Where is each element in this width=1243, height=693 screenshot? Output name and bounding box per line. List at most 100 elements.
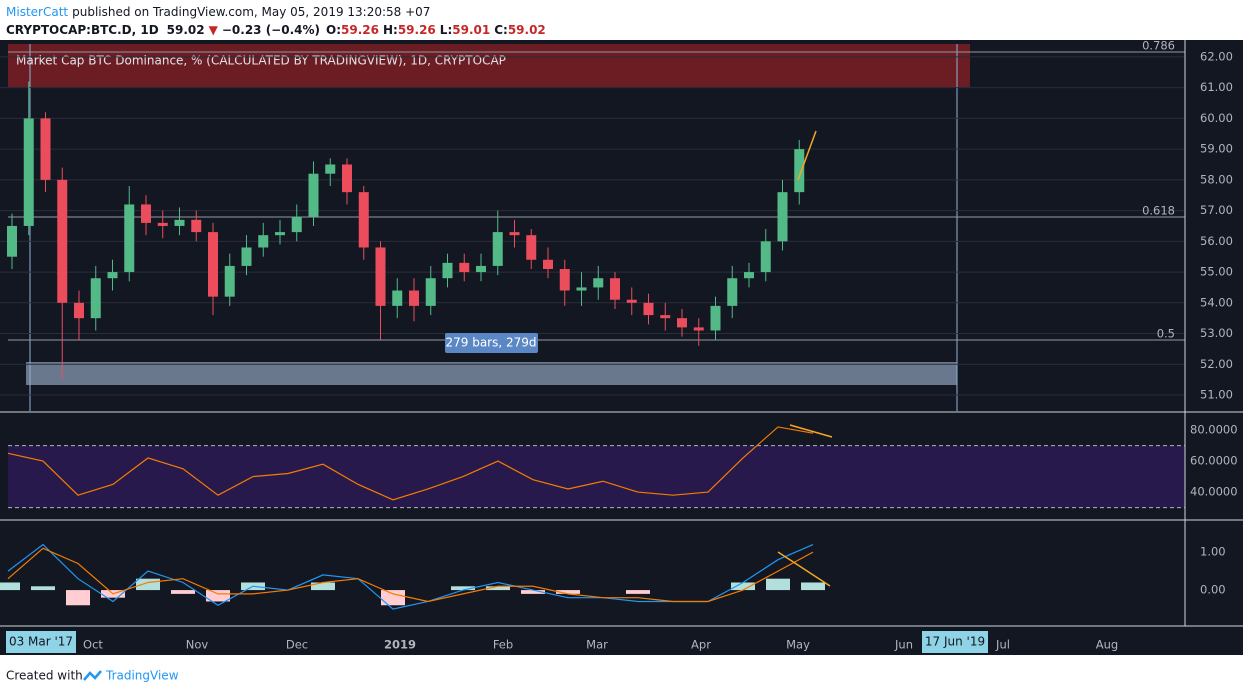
x-tick-label: Jun [894,638,913,652]
x-tick-label: Oct [83,638,103,652]
candle-body [208,232,218,297]
candle-body [124,204,135,273]
header-line: MisterCatt published on TradingView.com, … [6,5,430,19]
x-tick-label: Dec [286,638,308,652]
pane-title: Market Cap BTC Dominance, % (CALCULATED … [16,54,506,68]
symbol: CRYPTOCAP:BTC.D, 1D [6,23,159,37]
date-end: 17 Jun '19 [925,635,985,649]
y-tick-label: 59.00 [1200,142,1233,156]
candle-body [526,235,537,260]
measure-label: 279 bars, 279d [445,336,536,350]
last-price: 59.02 [167,23,205,37]
x-tick-label: Nov [186,638,209,652]
footer-brand: TradingView [105,669,179,683]
fib-label: 0.618 [1142,204,1175,218]
candle-body [375,247,386,306]
candle-body [40,118,51,180]
candle-body [760,241,771,273]
change: −0.23 (−0.4%) [222,23,320,37]
trendline [777,551,831,587]
date-range-highlight [26,362,957,385]
histogram-bar [206,590,230,602]
candle-body [492,232,503,266]
candle-body [342,164,352,193]
candle-body [509,232,520,236]
trendline [789,424,833,438]
histogram-bar [556,590,580,594]
histogram-bar [136,578,160,591]
candle-body [224,265,235,297]
ohlc-value: 59.26 [341,23,379,37]
candle-body [610,278,620,300]
date-start: 03 Mar '17 [9,635,73,649]
candle-body [275,232,285,236]
x-tick-label: Mar [586,638,608,652]
y-tick-label: 0.00 [1200,583,1226,597]
histogram-bar [486,586,510,591]
candle-body [7,225,17,257]
candle-body [157,222,168,226]
footer-background [0,655,1243,693]
candle-body [23,118,34,226]
candle-body [141,204,151,223]
candle-body [425,278,436,306]
candle-body [107,272,118,279]
candle-body [777,192,788,242]
histogram-bar [381,590,405,606]
y-tick-label: 1.00 [1200,545,1226,559]
fib-label: 0.5 [1157,326,1175,340]
y-tick-label: 60.00 [1200,111,1233,125]
ohlc-key: C: [494,23,508,37]
candle-body [442,262,453,279]
published: published on TradingView.com, May 05, 20… [72,5,430,19]
candle-body [241,247,252,266]
candle-body [543,259,553,269]
fib-zone [8,44,970,87]
candle-body [626,299,637,303]
candle-body [794,149,805,193]
y-tick-label: 55.00 [1200,265,1233,279]
x-tick-label: Apr [691,638,711,652]
date-badge [922,631,988,653]
candle-body [191,219,202,233]
candle-body [576,287,587,291]
change-arrow: ▼ [209,23,219,37]
histogram-bar [451,586,475,591]
histogram-bar [626,590,650,594]
fib-label: 0.786 [1142,38,1175,52]
candle-body [74,302,84,319]
y-tick-label: 62.00 [1200,49,1233,63]
candle-body [727,278,738,306]
candle-body [643,302,654,316]
candle-body [559,268,570,291]
symbol-line: CRYPTOCAP:BTC.D, 1D 59.02 ▼ −0.23 (−0.4%) O:… [6,23,546,37]
candle-body [593,278,604,288]
candle-body [677,318,687,328]
x-tick-label: 2019 [384,638,416,652]
footer-text: Created with [6,669,83,683]
candle-body [258,235,269,248]
ohlc-key: L: [440,23,452,37]
y-tick-label: 54.00 [1200,295,1233,309]
ohlc-key: O: [326,23,341,37]
candle-body [744,272,754,279]
candle-body [291,216,302,233]
chart-background [0,40,1243,655]
ohlc-value: 59.01 [452,23,490,37]
author: MisterCatt [6,5,68,19]
histogram-bar [66,590,90,606]
histogram-bar [171,590,195,594]
candle-body [710,305,721,331]
candle-body [476,265,486,273]
candle-body [358,192,369,248]
measure-tooltip [445,333,538,353]
trendline [797,130,817,181]
ohlc-value: 59.02 [508,23,546,37]
rsi-line [7,426,814,501]
logo [83,670,102,681]
x-tick-label: Feb [493,638,513,652]
histogram-bar [766,578,790,591]
y-tick-label: 80.0000 [1190,423,1238,437]
histogram-bar [521,590,545,594]
